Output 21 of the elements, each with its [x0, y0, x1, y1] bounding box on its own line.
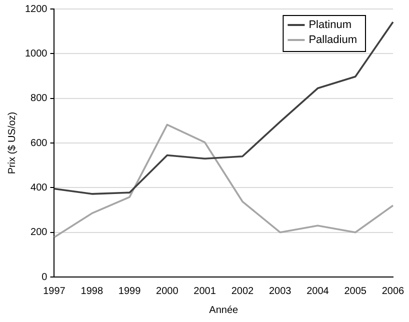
y-tick-label: 800 [30, 93, 48, 104]
y-tick-label: 200 [30, 227, 48, 238]
y-tick-label: 1200 [24, 4, 48, 15]
x-tick-label: 2000 [156, 286, 179, 297]
x-tick-label: 2003 [268, 286, 292, 297]
x-tick-label: 2002 [231, 286, 254, 297]
x-tick-label: 2005 [344, 286, 367, 297]
x-tick-label: 2004 [306, 286, 330, 297]
x-tick-label: 1997 [43, 286, 66, 297]
y-tick-label: 0 [42, 272, 48, 283]
y-tick-label: 400 [30, 182, 48, 194]
y-tick-label: 600 [30, 138, 48, 149]
legend-label: Platinum [308, 19, 352, 32]
x-tick-label: 1999 [118, 286, 142, 297]
x-tick-label: 2001 [194, 286, 216, 297]
x-tick-label: 1998 [80, 286, 104, 297]
y-tick-label: 1000 [24, 48, 48, 60]
x-tick-label: 2006 [382, 286, 405, 297]
y-axis-title: Prix ($ US/oz) [6, 112, 18, 174]
x-axis-title: Année [209, 304, 239, 316]
legend-label: Palladium [308, 34, 358, 46]
